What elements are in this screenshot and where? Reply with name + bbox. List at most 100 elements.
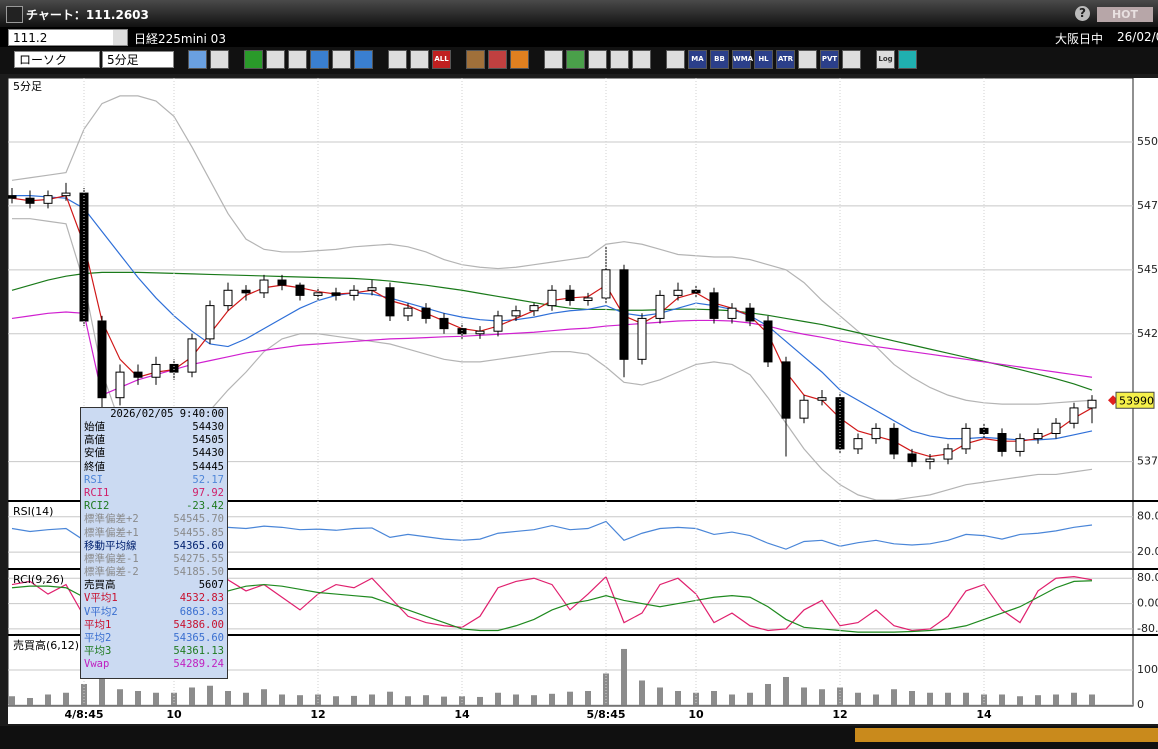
volume-bar — [999, 694, 1005, 705]
tool-icon[interactable] — [310, 50, 329, 69]
info-datetime: 2026/02/05 9:40:00 — [110, 408, 224, 420]
candle-body — [889, 427, 899, 455]
candle-body — [295, 284, 305, 296]
scroll-thumb[interactable] — [855, 728, 1158, 742]
candle-body — [61, 192, 71, 197]
indicator-line — [11, 271, 1093, 391]
info-label: RCI2 — [84, 500, 110, 513]
tool-button[interactable]: ALL — [432, 50, 451, 69]
candle-body — [457, 328, 467, 335]
tool-icon[interactable] — [266, 50, 285, 69]
info-value: 6863.83 — [179, 605, 224, 618]
volume-bar — [783, 676, 789, 705]
candle-body — [619, 269, 629, 360]
tool-icon[interactable] — [898, 50, 917, 69]
panel-title: RSI(14) — [13, 505, 53, 518]
candle-body — [277, 279, 287, 286]
info-row: 平均2 54365.60 — [81, 632, 227, 645]
help-button[interactable]: ? — [1075, 6, 1090, 21]
volume-bar — [531, 695, 537, 705]
volume-bar — [621, 648, 627, 705]
candle-body — [853, 438, 863, 450]
volume-bar — [1017, 696, 1023, 705]
tool-button[interactable]: MA — [688, 50, 707, 69]
tool-icon[interactable] — [510, 50, 529, 69]
volume-bar — [873, 694, 879, 705]
scrollbar[interactable] — [0, 726, 1158, 749]
tool-button[interactable]: HL — [754, 50, 773, 69]
tool-icon[interactable] — [410, 50, 429, 69]
volume-bar — [657, 687, 663, 705]
volume-bar — [801, 687, 807, 705]
volume-bar — [171, 692, 177, 705]
tool-icon[interactable] — [666, 50, 685, 69]
code-input[interactable]: 111.2 — [8, 29, 128, 46]
window-title: チャート：111.2603 — [26, 8, 149, 22]
tool-icon[interactable] — [566, 50, 585, 69]
period-select[interactable]: 5分足 — [102, 51, 174, 68]
tool-icon[interactable] — [332, 50, 351, 69]
candle-body — [43, 195, 53, 204]
volume-bar — [765, 683, 771, 705]
candle-body — [547, 289, 557, 307]
chart-kind-select[interactable]: ローソク — [14, 51, 100, 68]
tool-icon[interactable] — [544, 50, 563, 69]
candle-body — [1033, 433, 1043, 440]
tool-button[interactable]: PVT — [820, 50, 839, 69]
candle-body — [817, 397, 827, 401]
tool-button[interactable]: BB — [710, 50, 729, 69]
volume-bar — [369, 694, 375, 705]
tool-icon[interactable] — [466, 50, 485, 69]
tool-icon[interactable] — [244, 50, 263, 69]
y-tick-label: 0.00 — [1137, 597, 1158, 610]
tool-icon[interactable] — [488, 50, 507, 69]
tool-button[interactable]: Log — [876, 50, 895, 69]
info-row: 平均3 54361.13 — [81, 645, 227, 658]
y-tick-label: -80.0 — [1137, 622, 1158, 635]
tool-icon[interactable] — [388, 50, 407, 69]
tool-icon[interactable] — [288, 50, 307, 69]
app-icon — [6, 6, 23, 23]
tool-icon[interactable] — [632, 50, 651, 69]
candle-body — [8, 195, 17, 199]
tool-icon[interactable] — [798, 50, 817, 69]
volume-bar — [711, 690, 717, 705]
candle-body — [565, 289, 575, 302]
tool-button[interactable]: ATR — [776, 50, 795, 69]
volume-bar — [81, 683, 87, 705]
tool-button[interactable]: WMA — [732, 50, 753, 69]
candle-body — [115, 371, 125, 399]
volume-bar — [207, 685, 213, 705]
candle-body — [1015, 438, 1025, 452]
hot-button[interactable]: HOT — [1097, 7, 1153, 22]
volume-bar — [927, 692, 933, 705]
info-row: 安値 54430 — [81, 447, 227, 460]
tool-icon[interactable] — [210, 50, 229, 69]
volume-bar — [1053, 694, 1059, 705]
tool-icon[interactable] — [842, 50, 861, 69]
x-tick-label: 12 — [832, 708, 847, 721]
tool-icon[interactable] — [188, 50, 207, 69]
info-row: RCI1 97.92 — [81, 487, 227, 500]
volume-bar — [63, 692, 69, 705]
info-label: RCI1 — [84, 486, 110, 499]
candle-body — [1069, 407, 1079, 424]
symbol-bar: 111.2 日経225mini 03 大阪日中 26/02/0 — [0, 27, 1158, 47]
volume-bar — [981, 694, 987, 705]
candle-body — [313, 292, 323, 296]
volume-bar — [387, 691, 393, 705]
candle-body — [79, 192, 89, 322]
date-text: 26/02/0 — [1117, 30, 1158, 44]
volume-bar — [135, 690, 141, 705]
info-row: V平均2 6863.83 — [81, 606, 227, 619]
info-row: 売買高 5607 — [81, 579, 227, 592]
tool-icon[interactable] — [610, 50, 629, 69]
info-row: 高値 54505 — [81, 434, 227, 447]
tool-icon[interactable] — [354, 50, 373, 69]
code-dropdown[interactable] — [113, 30, 127, 45]
info-value: 54361.13 — [173, 645, 224, 658]
info-label: RSI — [84, 473, 103, 486]
tool-icon[interactable] — [588, 50, 607, 69]
